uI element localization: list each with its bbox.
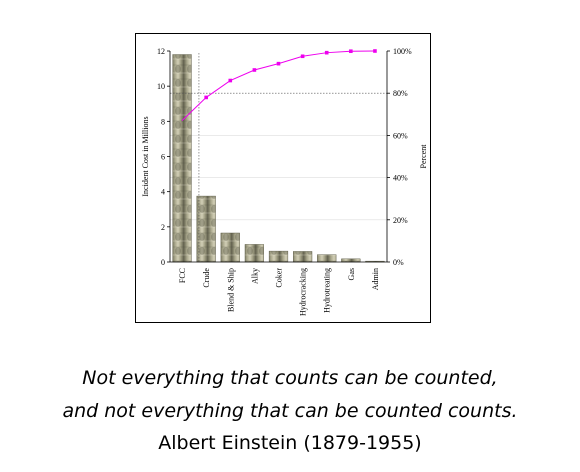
cumulative-point	[228, 78, 233, 83]
x-tick-label: Crude	[202, 268, 211, 288]
bar	[244, 244, 264, 263]
cumulative-point	[252, 68, 257, 72]
cumulative-point	[276, 61, 281, 66]
y-axis-title: Incident Cost in Millions	[141, 116, 150, 196]
y2-axis-title: Percent	[419, 144, 428, 169]
y-tick-label: 12	[157, 47, 165, 56]
x-tick-label: Coker	[275, 268, 284, 288]
bar	[341, 258, 361, 263]
quote-line-1: Not everything that counts can be counte…	[82, 367, 498, 389]
cumulative-line-layer	[170, 49, 387, 262]
y2-tick-label: 60%	[393, 131, 408, 140]
x-tick-label: Alky	[250, 268, 259, 284]
bar	[220, 232, 240, 263]
cumulative-point	[204, 95, 208, 100]
bar	[317, 254, 337, 263]
bar	[268, 250, 289, 263]
bar	[293, 251, 313, 263]
cumulative-point	[349, 49, 353, 54]
cumulative-point	[300, 54, 305, 59]
y-tick-label: 2	[161, 223, 165, 232]
label-layer: 0 2 4 6 8 10 12 0% 20% 40% 60% 80% 100% FCC Crude Blend…	[141, 47, 428, 316]
y-tick-label: 8	[161, 117, 165, 126]
x-tick-label: Gas	[347, 268, 356, 280]
bar	[196, 195, 216, 263]
bar	[172, 54, 192, 263]
quote-line-2: and not everything that can be counted c…	[62, 400, 518, 422]
y-tick-label: 0	[161, 258, 165, 267]
pareto-chart: 0 2 4 6 8 10 12 0% 20% 40% 60% 80% 100% FCC Crude Blend…	[141, 47, 428, 316]
axis-layer	[167, 50, 390, 263]
y2-tick-label: 0%	[393, 258, 404, 267]
bar-layer	[172, 54, 385, 263]
cumulative-point	[373, 49, 377, 53]
y-tick-label: 10	[157, 82, 165, 91]
quote-attribution: Albert Einstein (1879-1955)	[158, 432, 422, 454]
x-tick-label: Blend & Ship	[226, 268, 235, 312]
y-tick-label: 6	[161, 153, 165, 162]
y-tick-label: 4	[161, 188, 165, 197]
y2-tick-label: 80%	[393, 89, 408, 98]
x-tick-label: Hydrocracking	[299, 268, 308, 316]
y2-tick-label: 40%	[393, 174, 408, 183]
x-tick-label: Hydrotreating	[323, 268, 332, 313]
chart-frame: 0 2 4 6 8 10 12 0% 20% 40% 60% 80% 100% FCC Crude Blend…	[135, 33, 431, 323]
y2-tick-label: 20%	[393, 216, 408, 225]
cumulative-percent-line	[181, 50, 375, 121]
x-tick-label: FCC	[178, 268, 187, 283]
x-tick-label: Admin	[371, 268, 380, 290]
y2-tick-label: 100%	[393, 47, 412, 56]
cumulative-point	[324, 50, 329, 55]
